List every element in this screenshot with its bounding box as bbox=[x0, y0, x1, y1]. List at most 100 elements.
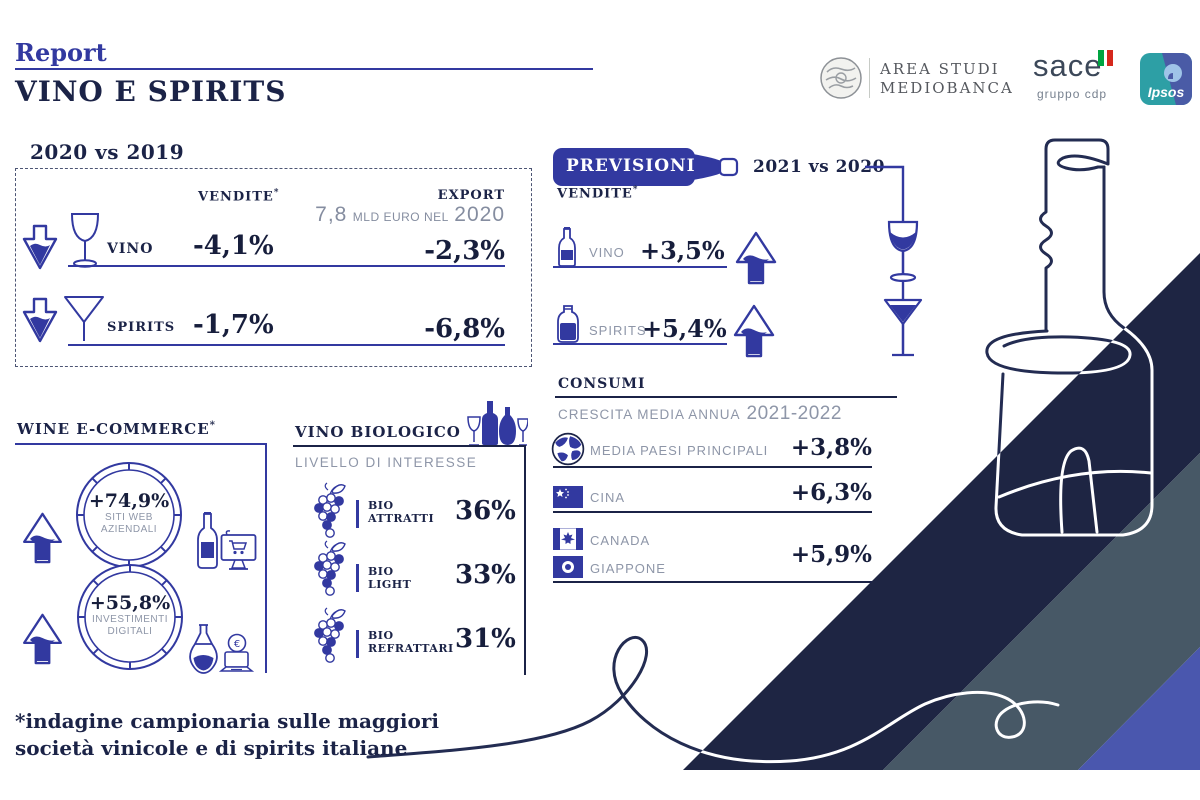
decanter-icon bbox=[189, 624, 218, 674]
ecommerce-stat1-value: +74,9% bbox=[88, 490, 170, 512]
confronto-vino-vendite: -4,1% bbox=[193, 231, 274, 261]
biologico-border-right bbox=[524, 445, 526, 675]
previsioni-bracket-glasses-icon bbox=[865, 165, 923, 357]
ecommerce-stat2-label2: DIGITALI bbox=[107, 626, 153, 637]
wine-bottle-icon bbox=[558, 227, 576, 267]
bio-row1-label1: BIO bbox=[368, 499, 394, 512]
consumi-row1-label: MEDIA PAESI PRINCIPALI bbox=[590, 443, 769, 458]
consumi-row1-underline bbox=[553, 466, 872, 468]
vendite-asterisk: * bbox=[273, 188, 280, 198]
ecommerce-asterisk: * bbox=[209, 419, 216, 431]
bio-row2-label2: LIGHT bbox=[368, 578, 412, 591]
previsioni-spirits-underline bbox=[553, 343, 727, 345]
confronto-vino-export: -2,3% bbox=[424, 236, 505, 266]
bio-row3-divider bbox=[356, 630, 359, 658]
mediobanca-line2: MEDIOBANCA bbox=[880, 79, 1014, 97]
confronto-row-vino-label: VINO bbox=[107, 241, 154, 257]
ecommerce-stat1-label2: AZIENDALI bbox=[100, 524, 158, 535]
bio-row3-label1: BIO bbox=[368, 629, 394, 642]
previsioni-banner-bottle-icon bbox=[553, 148, 739, 186]
consumi-title-underline bbox=[555, 396, 897, 398]
consumi-title: CONSUMI bbox=[558, 376, 646, 392]
globe-icon bbox=[551, 432, 585, 466]
ecommerce-border-right bbox=[265, 443, 267, 673]
consumi-row3-label2: GIAPPONE bbox=[590, 561, 666, 576]
bio-row1-divider bbox=[356, 500, 359, 528]
ecommerce-stat2-label1: INVESTIMENTI bbox=[91, 614, 168, 625]
bio-row3-label2: REFRATTARI bbox=[368, 642, 454, 655]
ecommerce-border-top bbox=[15, 443, 267, 445]
bio-row2-label1: BIO bbox=[368, 565, 394, 578]
confronto-dashed-box bbox=[15, 168, 532, 367]
bio-row2-value: 33% bbox=[455, 560, 516, 590]
diagonal-band-slate bbox=[883, 453, 1200, 770]
grapes-icon bbox=[314, 482, 346, 538]
up-arrow-icon bbox=[733, 304, 775, 358]
japan-flag-icon bbox=[553, 556, 583, 578]
china-flag-icon bbox=[553, 486, 583, 508]
wine-bottle-icon bbox=[197, 512, 218, 569]
svg-text:€: € bbox=[234, 639, 240, 650]
spirits-bottle-icon bbox=[557, 305, 579, 343]
canada-flag-icon bbox=[553, 528, 583, 550]
consumi-row3-underline bbox=[553, 581, 872, 583]
martini-glass-icon bbox=[64, 296, 104, 346]
down-arrow-icon bbox=[22, 224, 58, 270]
previsioni-subtitle: 2021 vs 2020 bbox=[753, 157, 885, 177]
mediobanca-emblem-icon bbox=[820, 57, 862, 99]
laptop-coin-icon: € bbox=[218, 633, 255, 672]
ecommerce-title-text: WINE E-COMMERCE bbox=[17, 420, 210, 438]
previsioni-spirits-label: SPIRITS bbox=[589, 323, 647, 338]
mediobanca-wordmark: AREA STUDI MEDIOBANCA bbox=[880, 60, 1014, 98]
previsioni-col-vendite: VENDITE* bbox=[557, 185, 638, 201]
previsioni-banner-label: PREVISIONI bbox=[566, 156, 696, 176]
consumi-subtitle: CRESCITA MEDIA ANNUA 2021-2022 bbox=[558, 403, 842, 425]
confronto-vino-underline bbox=[68, 265, 505, 267]
bio-row1-value: 36% bbox=[455, 496, 516, 526]
previsioni-vendite-text: VENDITE bbox=[557, 186, 633, 202]
consumi-subtitle-text: CRESCITA MEDIA ANNUA bbox=[558, 407, 741, 422]
consumi-row2-value: +6,3% bbox=[790, 479, 872, 506]
ecommerce-title: WINE E-COMMERCE* bbox=[17, 419, 216, 438]
bio-row2-divider bbox=[356, 564, 359, 592]
ecommerce-stat2: +55,8% INVESTIMENTI DIGITALI bbox=[76, 592, 184, 638]
previsioni-vino-underline bbox=[553, 266, 727, 268]
export-note-unit: MLD EURO NEL bbox=[352, 210, 449, 224]
export-note: 7,8 MLD EURO NEL 2020 bbox=[255, 203, 505, 227]
previsioni-vino-value: +3,5% bbox=[640, 236, 725, 265]
export-note-year: 2020 bbox=[454, 203, 505, 226]
footnote: *indagine campionaria sulle maggiori soc… bbox=[15, 708, 439, 762]
vendite-header-text: VENDITE bbox=[198, 189, 274, 205]
confronto-spirits-export: -6,8% bbox=[424, 314, 505, 344]
footnote-line1: *indagine campionaria sulle maggiori bbox=[15, 709, 439, 733]
biologico-subtitle: LIVELLO DI INTERESSE bbox=[295, 455, 478, 470]
up-arrow-icon bbox=[23, 512, 62, 564]
biologico-title: VINO BIOLOGICO bbox=[295, 423, 461, 441]
confronto-col-export: EXPORT bbox=[437, 188, 505, 203]
header-underline bbox=[15, 68, 593, 70]
consumi-row2-underline bbox=[553, 511, 872, 513]
bio-row1-label2: ATTRATTI bbox=[368, 512, 435, 525]
report-label: Report bbox=[15, 38, 107, 67]
up-arrow-icon bbox=[23, 613, 62, 665]
sace-group-label: gruppo cdp bbox=[1037, 87, 1108, 101]
confronto-title: 2020 vs 2019 bbox=[30, 140, 185, 164]
consumi-row3-label: CANADA bbox=[590, 533, 651, 548]
wine-glass-icon bbox=[70, 213, 100, 268]
confronto-row-spirits-label: SPIRITS bbox=[107, 320, 176, 335]
grapes-icon bbox=[314, 540, 346, 596]
consumi-row3-value: +5,9% bbox=[790, 541, 872, 568]
grapes-icon bbox=[314, 607, 346, 663]
bio-row3-value: 31% bbox=[455, 624, 516, 654]
consumi-row2-label: CINA bbox=[590, 490, 626, 505]
wine-glasses-bottles-icon bbox=[467, 401, 528, 446]
ipsos-logo-icon: Ipsos bbox=[1140, 53, 1192, 105]
up-arrow-icon bbox=[735, 231, 777, 285]
previsioni-spirits-value: +5,4% bbox=[642, 314, 727, 343]
page-title: VINO E SPIRITS bbox=[15, 75, 287, 108]
down-arrow-icon bbox=[22, 297, 58, 343]
ecommerce-stat1: +74,9% SITI WEB AZIENDALI bbox=[75, 490, 183, 536]
biologico-title-underline bbox=[293, 445, 525, 447]
